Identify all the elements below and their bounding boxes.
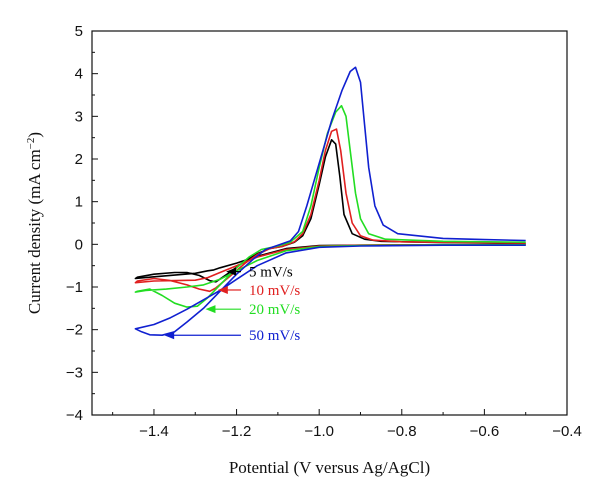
- x-tick-label: −0.6: [470, 423, 500, 440]
- annotation-label: 50 mV/s: [249, 328, 300, 344]
- x-tick-label: −0.4: [552, 423, 582, 440]
- axis-ticks: [92, 30, 568, 416]
- annotation-arrowhead: [205, 305, 216, 314]
- annotation-label: 20 mV/s: [249, 302, 300, 318]
- annotation-arrowhead: [226, 267, 237, 276]
- x-tick-label: −1.0: [304, 423, 334, 440]
- series-line-4: [134, 66, 526, 336]
- y-tick-label: 3: [75, 108, 83, 125]
- y-tick-label: 5: [75, 23, 83, 40]
- series-line-2: [134, 128, 526, 293]
- x-tick-label: −0.8: [387, 423, 417, 440]
- x-axis-title: Potential (V versus Ag/AgCl): [229, 458, 430, 477]
- y-tick-label: 2: [75, 151, 83, 168]
- y-axis-title-tail: ): [25, 132, 44, 138]
- series-layer: [134, 66, 526, 336]
- annotation-label: 10 mV/s: [249, 283, 300, 299]
- y-tick-label: −4: [66, 407, 83, 424]
- y-tick-label: 0: [75, 236, 83, 253]
- annotation-arrowhead: [217, 285, 228, 294]
- annotation-layer: 5 mV/s 10 mV/s 20 mV/s 50 mV/s: [164, 265, 300, 344]
- y-axis-title-main: Current density (mA cm: [25, 149, 44, 314]
- annotation-arrowhead: [164, 331, 175, 340]
- y-axis-title-superscript: −2: [25, 138, 37, 150]
- axis-tick-labels: −4 −3 −2 −1 0 1 2 3 4 5 −1.4 −1.2 −1.0 −0.8 −0.6 −0.4: [66, 23, 582, 440]
- y-tick-label: 1: [75, 194, 83, 211]
- y-tick-label: −3: [66, 364, 83, 381]
- x-tick-label: −1.4: [139, 423, 169, 440]
- series-line-3: [134, 104, 526, 308]
- y-tick-label: −2: [66, 322, 83, 339]
- y-tick-label: 4: [75, 66, 83, 83]
- x-tick-label: −1.2: [222, 423, 252, 440]
- plot-frame: [91, 30, 568, 416]
- y-axis-title: Current density (mA cm−2): [25, 132, 44, 314]
- series-line-1: [134, 139, 526, 283]
- annotation-label: 5 mV/s: [249, 265, 293, 281]
- y-tick-label: −1: [66, 279, 83, 296]
